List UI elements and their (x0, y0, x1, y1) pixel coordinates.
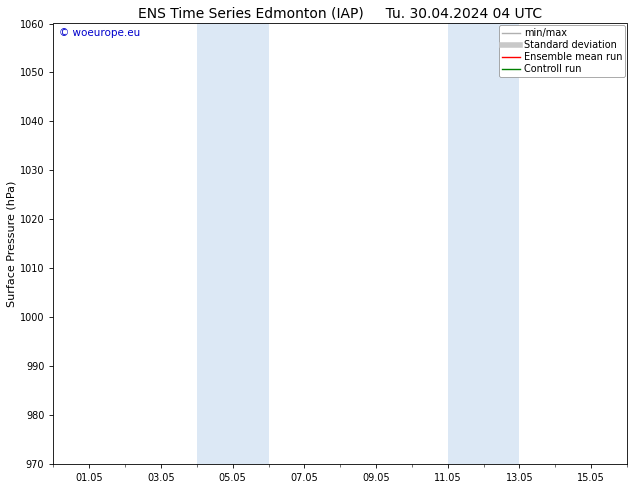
Y-axis label: Surface Pressure (hPa): Surface Pressure (hPa) (7, 181, 17, 307)
Title: ENS Time Series Edmonton (IAP)     Tu. 30.04.2024 04 UTC: ENS Time Series Edmonton (IAP) Tu. 30.04… (138, 7, 542, 21)
Bar (197, 24, 269, 464)
Bar (448, 24, 519, 464)
Text: © woeurope.eu: © woeurope.eu (59, 28, 140, 38)
Legend: min/max, Standard deviation, Ensemble mean run, Controll run: min/max, Standard deviation, Ensemble me… (500, 25, 625, 77)
